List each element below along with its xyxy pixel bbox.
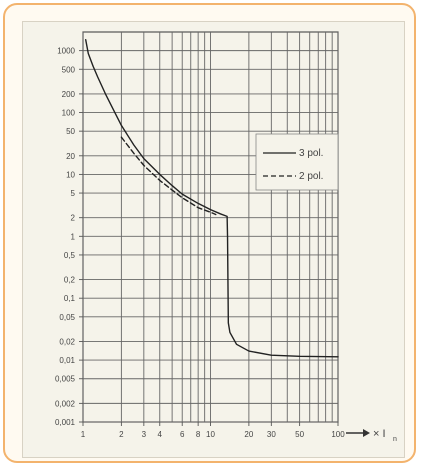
- legend-label-2-pol: 2 pol.: [299, 171, 323, 182]
- y-tick-label: 0,002: [55, 399, 76, 408]
- x-tick-label: 8: [196, 430, 201, 439]
- y-tick-label: 0,1: [64, 294, 76, 303]
- y-tick-label: 0,005: [55, 375, 76, 384]
- series-line-2-pol: [120, 136, 217, 216]
- x-tick-label: 6: [180, 430, 185, 439]
- y-axis-ticks: 1000 500 200 100 50 20 10 5 2 1 0,5 0,2 0,1 0,05 0,02 0…: [55, 47, 83, 427]
- x-axis-label: × I n: [346, 428, 397, 443]
- image-frame: 1000 500 200 100 50 20 10 5 2 1 0,5 0,2 0,1 0,05 0,02 0…: [3, 3, 416, 463]
- x-tick-label: 4: [158, 430, 163, 439]
- y-tick-label: 1000: [57, 47, 75, 56]
- y-tick-label: 20: [66, 152, 75, 161]
- y-tick-label: 0,02: [59, 337, 75, 346]
- x-tick-label: 100: [331, 430, 345, 439]
- x-tick-label: 3: [142, 430, 147, 439]
- trip-characteristic-chart: 1000 500 200 100 50 20 10 5 2 1 0,5 0,2 0,1 0,05 0,02 0…: [55, 31, 397, 443]
- y-tick-label: 5: [71, 189, 76, 198]
- y-tick-label: 0,001: [55, 418, 76, 427]
- x-axis-arrow-head: [363, 429, 370, 437]
- y-tick-label: 500: [62, 65, 76, 74]
- x-axis-ticks: 1 2 3 4 6 8 10 20 30 50 100: [81, 422, 345, 439]
- x-axis-label-text: × I: [373, 428, 386, 440]
- y-tick-label: 0,5: [64, 251, 76, 260]
- x-tick-label: 30: [267, 430, 276, 439]
- y-tick-label: 1: [71, 232, 76, 241]
- series-line-3-pol: [85, 39, 339, 358]
- chart-panel: 1000 500 200 100 50 20 10 5 2 1 0,5 0,2 0,1 0,05 0,02 0…: [22, 21, 405, 458]
- y-tick-label: 0,05: [59, 313, 75, 322]
- y-tick-label: 100: [62, 109, 76, 118]
- y-tick-label: 0,01: [59, 356, 75, 365]
- x-tick-label: 1: [81, 430, 86, 439]
- x-tick-label: 10: [206, 430, 215, 439]
- y-tick-label: 0,2: [64, 276, 76, 285]
- x-tick-label: 50: [295, 430, 304, 439]
- x-axis-label-subscript: n: [393, 436, 397, 443]
- y-tick-label: 2: [71, 214, 76, 223]
- series-lines: [85, 39, 339, 358]
- x-tick-label: 2: [119, 430, 124, 439]
- y-tick-label: 10: [66, 170, 75, 179]
- y-tick-label: 50: [66, 127, 75, 136]
- x-tick-label: 20: [244, 430, 253, 439]
- y-tick-label: 200: [62, 90, 76, 99]
- legend-label-3-pol: 3 pol.: [299, 148, 323, 159]
- grid: [82, 31, 339, 423]
- legend-box: [255, 133, 339, 191]
- legend: 3 pol. 2 pol.: [255, 133, 339, 191]
